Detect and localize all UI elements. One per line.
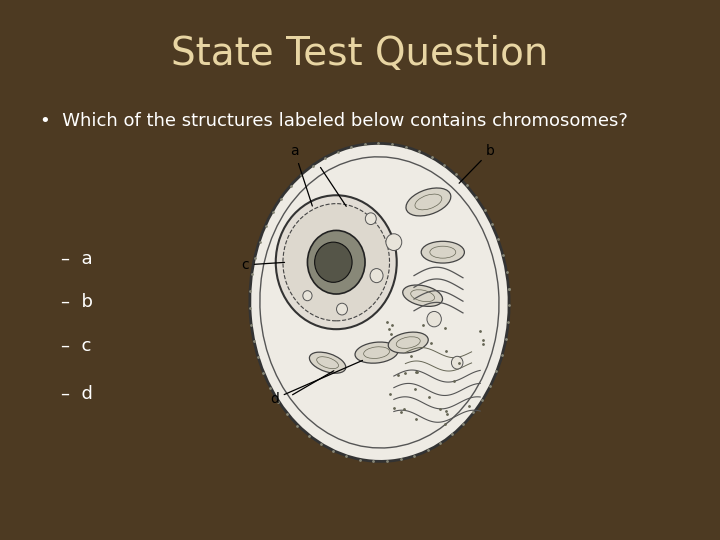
Ellipse shape [307,231,365,294]
Ellipse shape [402,285,443,306]
Text: State Test Question: State Test Question [171,35,549,73]
Ellipse shape [421,241,464,263]
Text: a: a [290,144,312,206]
Ellipse shape [315,242,352,282]
Ellipse shape [386,234,402,251]
Ellipse shape [283,204,390,321]
Ellipse shape [355,342,398,363]
Text: –  b: – b [61,293,93,312]
Ellipse shape [370,268,383,282]
Text: –  a: – a [61,250,93,268]
Ellipse shape [451,356,463,369]
Ellipse shape [406,188,451,216]
Ellipse shape [310,352,346,373]
Text: –  c: – c [61,336,91,355]
Ellipse shape [365,213,377,225]
Ellipse shape [303,291,312,301]
Text: •  Which of the structures labeled below contains chromosomes?: • Which of the structures labeled below … [40,112,627,131]
Ellipse shape [336,303,348,315]
Text: –  d: – d [61,385,93,403]
Text: d: d [270,360,362,406]
Text: c: c [241,258,284,272]
Ellipse shape [250,144,509,461]
Ellipse shape [427,312,441,327]
Ellipse shape [276,195,397,329]
Ellipse shape [388,332,428,353]
Text: b: b [459,144,495,183]
